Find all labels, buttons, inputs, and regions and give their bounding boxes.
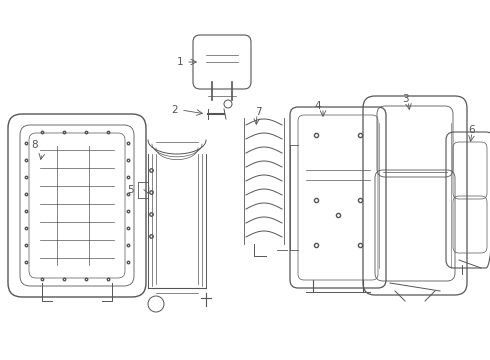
Text: 3: 3 <box>402 94 408 104</box>
Text: 1: 1 <box>177 57 183 67</box>
Text: 7: 7 <box>255 107 261 117</box>
Text: 4: 4 <box>315 101 321 111</box>
Text: 5: 5 <box>127 185 133 195</box>
Text: 2: 2 <box>172 105 178 115</box>
Text: 8: 8 <box>32 140 38 150</box>
Text: 6: 6 <box>469 125 475 135</box>
